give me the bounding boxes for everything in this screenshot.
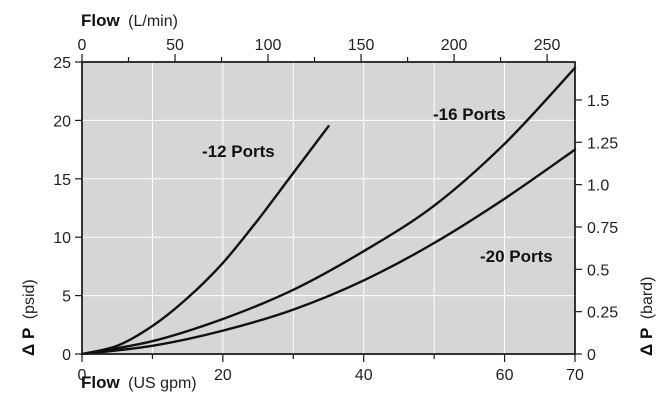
bottom-axis-title-main: Flow: [81, 373, 120, 392]
top-tick-label: 150: [348, 37, 375, 54]
series-line-1: [80, 125, 330, 356]
left-tick-label: 25: [53, 55, 71, 72]
right-tick-label: 0.25: [587, 305, 618, 322]
top-tick-label: 50: [166, 37, 184, 54]
bottom-axis-title-unit: (US gpm): [128, 375, 196, 392]
right-tick-label: 1.0: [587, 178, 609, 195]
axis-ticks: 0 20 40 60 700 50 100 150 200 250051015202500.250…: [53, 37, 618, 384]
series-line-2: [80, 66, 577, 356]
bottom-tick-label: 40: [355, 367, 373, 384]
top-axis-title: Flow (L/min): [81, 11, 178, 30]
top-axis-title-unit: (L/min): [128, 13, 178, 30]
bottom-tick-label: 0: [78, 367, 87, 384]
bottom-axis-title: Flow (US gpm): [81, 373, 197, 392]
left-tick-label: 5: [62, 289, 71, 306]
top-tick-label: 100: [255, 37, 282, 54]
left-tick-label: 0: [62, 347, 71, 364]
right-tick-label: 0.5: [587, 262, 609, 279]
left-tick-label: 15: [53, 172, 71, 189]
plot-frame: [81, 61, 576, 355]
left-axis-title-unit: (psid): [21, 279, 38, 319]
right-tick-label: 1.5: [587, 93, 609, 110]
left-axis-title: Δ P (psid): [19, 279, 38, 356]
right-axis-title: Δ P (bard): [637, 277, 656, 356]
right-tick-label: 0: [587, 347, 596, 364]
right-tick-label: 0.75: [587, 220, 618, 237]
left-tick-label: 20: [53, 113, 71, 130]
right-tick-label: 1.25: [587, 135, 618, 152]
series-label-20-ports: -20 Ports: [480, 247, 553, 266]
bottom-tick-label: 70: [566, 367, 584, 384]
left-tick-label: 10: [53, 230, 71, 247]
top-axis-title-main: Flow: [81, 11, 120, 30]
series-label-12-ports: -12 Ports: [202, 142, 275, 161]
right-axis-title-main: Δ P: [637, 328, 656, 356]
left-axis-title-main: Δ P: [19, 328, 38, 356]
plot-area: [81, 61, 576, 355]
series-line-3: [80, 148, 577, 356]
top-tick-label: 250: [534, 37, 561, 54]
top-tick-label: 200: [441, 37, 468, 54]
bottom-tick-label: 60: [496, 367, 514, 384]
series-label-16-ports: -16 Ports: [433, 105, 506, 124]
top-tick-label: 0: [78, 37, 87, 54]
bottom-tick-label: 20: [214, 367, 232, 384]
right-axis-title-unit: (bard): [639, 277, 656, 320]
series-curves: [80, 66, 577, 356]
grid-lines: [82, 62, 575, 354]
